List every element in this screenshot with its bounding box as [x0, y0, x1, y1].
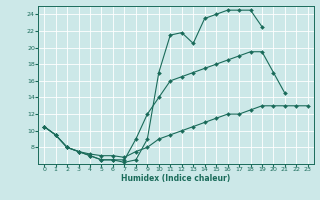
X-axis label: Humidex (Indice chaleur): Humidex (Indice chaleur): [121, 174, 231, 183]
